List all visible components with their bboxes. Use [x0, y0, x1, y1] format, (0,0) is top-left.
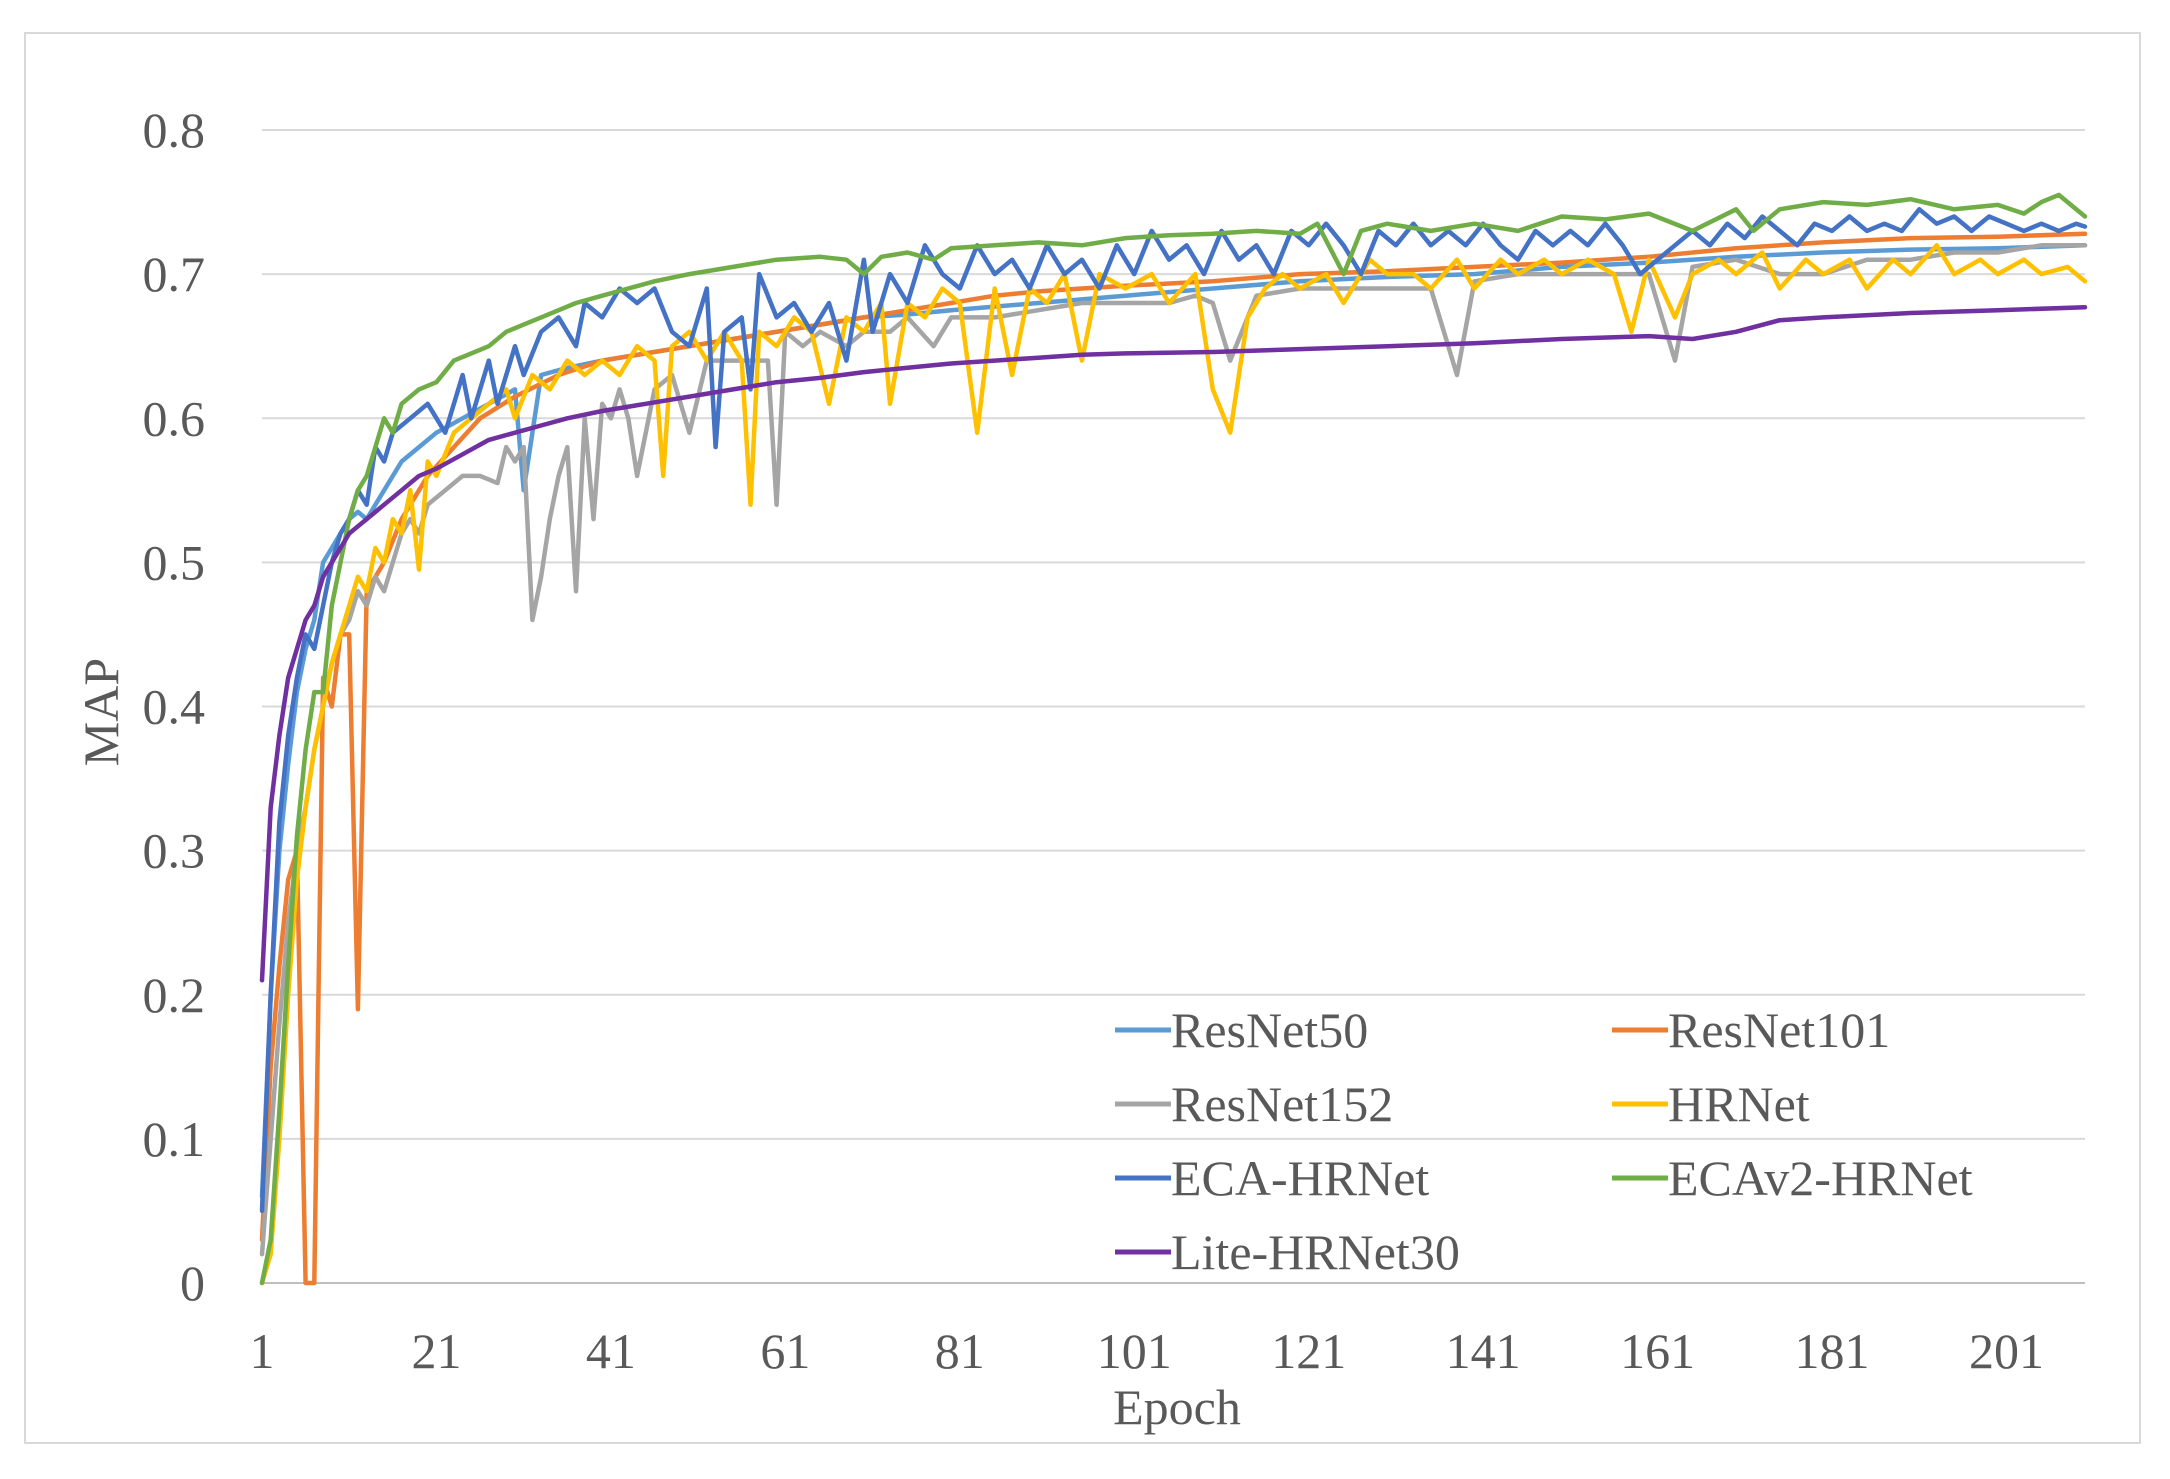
series-line-lite-hrnet30	[259, 305, 2088, 983]
y-tick-label: 0.7	[143, 246, 206, 302]
x-tick-label: 201	[1969, 1323, 2044, 1379]
x-tick-label: 141	[1446, 1323, 1521, 1379]
series-line-hrnet	[259, 243, 2088, 1286]
x-tick-label: 121	[1271, 1323, 1346, 1379]
x-tick-label: 101	[1097, 1323, 1172, 1379]
y-tick-label: 0.3	[143, 823, 206, 879]
y-axis-title: MAP	[73, 658, 129, 766]
x-tick-label: 61	[760, 1323, 810, 1379]
y-tick-label: 0.8	[143, 102, 206, 158]
x-tick-label: 161	[1620, 1323, 1695, 1379]
legend-label: ResNet152	[1171, 1076, 1393, 1132]
x-tick-label: 181	[1795, 1323, 1870, 1379]
y-tick-label: 0.5	[143, 534, 206, 590]
x-tick-label: 41	[586, 1323, 636, 1379]
series-line-ecav2-hrnet	[259, 192, 2088, 1286]
y-tick-label: 0.1	[143, 1111, 206, 1167]
series-line-eca-hrnet	[259, 207, 2088, 1214]
series-lines	[259, 192, 2088, 1286]
legend-label: ResNet50	[1171, 1002, 1368, 1058]
legend-label: ECAv2-HRNet	[1668, 1150, 1973, 1206]
y-tick-label: 0.6	[143, 390, 206, 446]
chart-border	[24, 32, 2141, 1444]
legend-label: HRNet	[1668, 1076, 1810, 1132]
legend-label: Lite-HRNet30	[1171, 1224, 1460, 1280]
x-axis-title: Epoch	[1113, 1379, 1241, 1435]
x-tick-label: 1	[250, 1323, 275, 1379]
legend-label: ECA-HRNet	[1171, 1150, 1429, 1206]
legend-label: ResNet101	[1668, 1002, 1890, 1058]
y-tick-label: 0.4	[143, 679, 206, 735]
x-tick-label: 21	[411, 1323, 461, 1379]
legend: ResNet50 ResNet101 ResNet152 HRNet ECA-HRNet…	[1115, 1002, 1973, 1280]
axis-ticks: 00.10.20.30.40.50.60.70.81 21 41 61 81 101 121…	[143, 102, 2044, 1379]
y-tick-label: 0	[180, 1255, 205, 1311]
x-tick-label: 81	[935, 1323, 985, 1379]
gridlines	[262, 129, 2085, 1284]
y-tick-label: 0.2	[143, 967, 206, 1023]
